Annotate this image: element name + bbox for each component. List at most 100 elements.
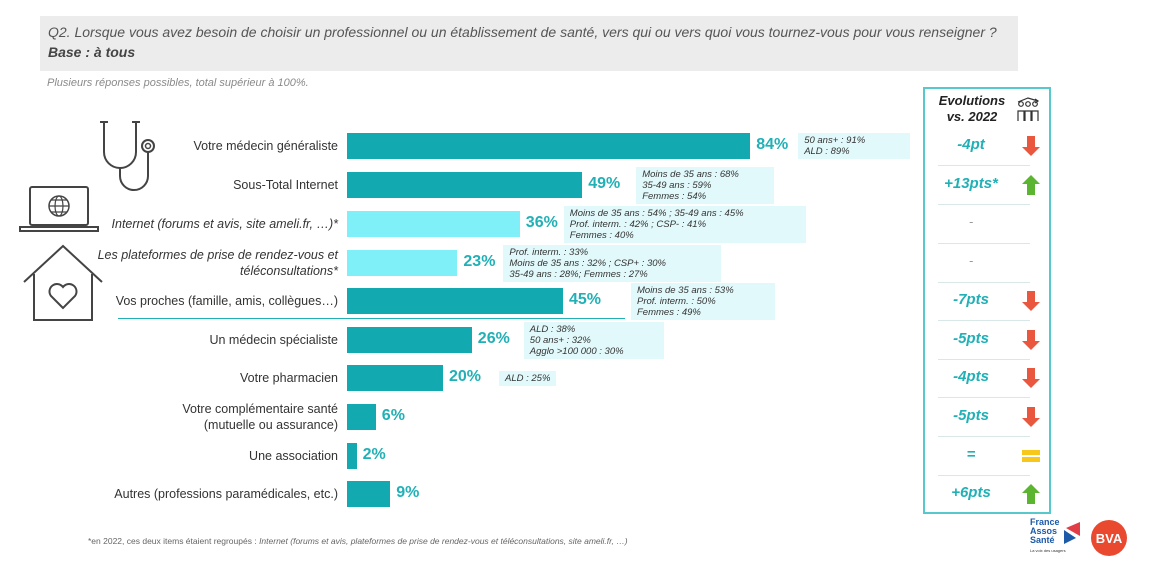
bar-value-label: 36% (525, 214, 558, 231)
row-label-line: Sous-Total Internet (233, 178, 338, 192)
row-label-line: téléconsultations* (240, 264, 338, 278)
evolution-value: - (968, 253, 974, 268)
evolution-title-line2: vs. 2022 (946, 109, 998, 124)
row-label: Votre pharmacien (240, 370, 338, 386)
evolution-separator (938, 320, 1030, 321)
arrow-up-icon (1022, 175, 1040, 195)
footnote-italic: Internet (forums et avis, plateformes de… (259, 536, 628, 546)
row-label-line: Un médecin spécialiste (209, 333, 338, 347)
subgroup-detail-line: Prof. interm. : 33% (509, 246, 589, 258)
subgroup-details: Moins de 35 ans : 54% ; 35-49 ans : 45% P… (563, 205, 806, 243)
bar (347, 404, 376, 430)
row-label-line: Autres (professions paramédicales, etc.) (114, 487, 338, 501)
evolution-title-line1: Evolutions (938, 93, 1006, 108)
bar (347, 288, 563, 314)
row-label: Sous-Total Internet (233, 177, 338, 193)
subgroup-detail-line: Agglo >100 000 : 30% (529, 345, 624, 357)
separator-line (118, 318, 625, 319)
evolution-value: -4pts (953, 368, 989, 385)
bar-value-label: 9% (396, 484, 420, 501)
bar (347, 133, 751, 159)
people-growth-icon (1017, 97, 1040, 121)
arrow-down-icon (1022, 291, 1040, 311)
arrow-down-icon (1022, 136, 1040, 156)
house-heart-icon (23, 244, 103, 321)
evolution-value: +13pts* (944, 175, 998, 192)
laptop-globe-icon (19, 186, 99, 232)
bar (347, 481, 391, 507)
evolution-separator (938, 204, 1030, 205)
equal-icon (1022, 450, 1040, 462)
bva-logo: BVA (1091, 520, 1127, 556)
evolution-value: - (968, 214, 974, 229)
subgroup-detail-line: Prof. interm. : 42% ; CSP- : 41% (569, 218, 707, 230)
bar (347, 443, 357, 469)
row-label-line: Les plateformes de prise de rendez-vous … (97, 248, 338, 262)
bar-value-label: 6% (381, 407, 405, 424)
bva-text: BVA (1096, 531, 1123, 546)
evolution-value: +6pts (951, 484, 991, 501)
subgroup-detail-line: Femmes : 54% (642, 190, 707, 202)
subgroup-detail-line: ALD : 25% (505, 372, 551, 384)
subgroup-detail-line: Moins de 35 ans : 32% ; CSP+ : 30% (509, 257, 666, 269)
question-text: Q2. Lorsque vous avez besoin de choisir … (48, 24, 997, 40)
bar (347, 365, 443, 391)
row-label: Votre médecin généraliste (193, 138, 338, 154)
subgroup-details: Moins de 35 ans : 53% Prof. interm. : 50%… (631, 282, 775, 320)
bar (347, 211, 520, 237)
row-label: Votre complémentaire santé (mutuelle ou a… (182, 401, 338, 433)
bar-value-label: 49% (588, 175, 621, 192)
row-label: Un médecin spécialiste (209, 332, 338, 348)
logo-tagline: La voix des usagers (1030, 548, 1066, 553)
multiple-answers-note: Plusieurs réponses possibles, total supé… (47, 77, 309, 89)
subgroup-detail-line: ALD : 89% (804, 146, 850, 157)
evolution-separator (938, 243, 1030, 244)
evolution-separator (938, 475, 1030, 476)
row-label-line: Une association (249, 449, 338, 463)
bar (347, 172, 583, 198)
arrow-up-icon (1022, 484, 1040, 504)
arrow-down-icon (1022, 368, 1040, 388)
subgroup-details: ALD : 25% (499, 370, 557, 386)
evolution-value: -4pt (957, 136, 985, 153)
row-label-line: Internet (forums et avis, site ameli.fr,… (111, 217, 338, 231)
subgroup-detail-line: ALD : 38% (529, 323, 576, 335)
row-label: Une association (249, 448, 338, 464)
subgroup-details: Prof. interm. : 33% Moins de 35 ans : 32%… (503, 244, 722, 282)
question-box: Q2. Lorsque vous avez besoin de choisir … (40, 16, 1018, 71)
logo-sante: Santé (1030, 535, 1055, 545)
subgroup-details: ALD : 38% 50 ans+ : 32% Agglo >100 000 : 3… (523, 321, 664, 359)
evolution-value: -5pts (953, 330, 989, 347)
row-label: Internet (forums et avis, site ameli.fr,… (112, 216, 338, 232)
row-label-line: Votre médecin généraliste (193, 139, 338, 153)
subgroup-detail-line: Prof. interm. : 50% (637, 295, 716, 307)
subgroup-detail-line: Moins de 35 ans : 53% (637, 284, 734, 296)
bar-value-label: 84% (756, 136, 789, 153)
base-text: Base : à tous (48, 44, 136, 60)
evolution-value: = (966, 446, 976, 463)
bar-value-label: 2% (362, 446, 386, 463)
row-label-line: Votre complémentaire santé (182, 402, 338, 416)
bar-value-label: 20% (449, 368, 482, 385)
subgroup-details: Moins de 35 ans : 68% 35-49 ans : 59% Femm… (636, 166, 775, 204)
subgroup-detail-line: 35-49 ans : 59% (642, 179, 712, 191)
subgroup-detail-line: Moins de 35 ans : 68% (642, 168, 739, 180)
row-label-line: Vos proches (famille, amis, collègues…) (115, 294, 338, 308)
arrow-down-icon (1022, 407, 1040, 427)
row-label: Les plateformes de prise de rendez-vous … (98, 247, 338, 279)
row-label-line: Votre pharmacien (240, 371, 338, 385)
evolution-separator (938, 436, 1030, 437)
subgroup-detail-line: Moins de 35 ans : 54% ; 35-49 ans : 45% (569, 207, 744, 219)
footnote: *en 2022, ces deux items étaient regroup… (88, 536, 628, 546)
subgroup-detail-line: 35-49 ans : 28%; Femmes : 27% (509, 268, 648, 280)
row-label: Vos proches (famille, amis, collègues…) (116, 293, 338, 309)
subgroup-detail-line: 50 ans+ : 32% (529, 334, 591, 346)
evolution-value: -7pts (953, 291, 989, 308)
subgroup-detail-line: Femmes : 40% (569, 229, 634, 241)
bar (347, 250, 458, 276)
stethoscope-icon (100, 121, 155, 191)
arrow-down-icon (1022, 330, 1040, 350)
logo-france: France (1030, 517, 1060, 527)
subgroup-detail-line: Femmes : 49% (637, 306, 701, 318)
bar-value-label: 26% (477, 330, 510, 347)
